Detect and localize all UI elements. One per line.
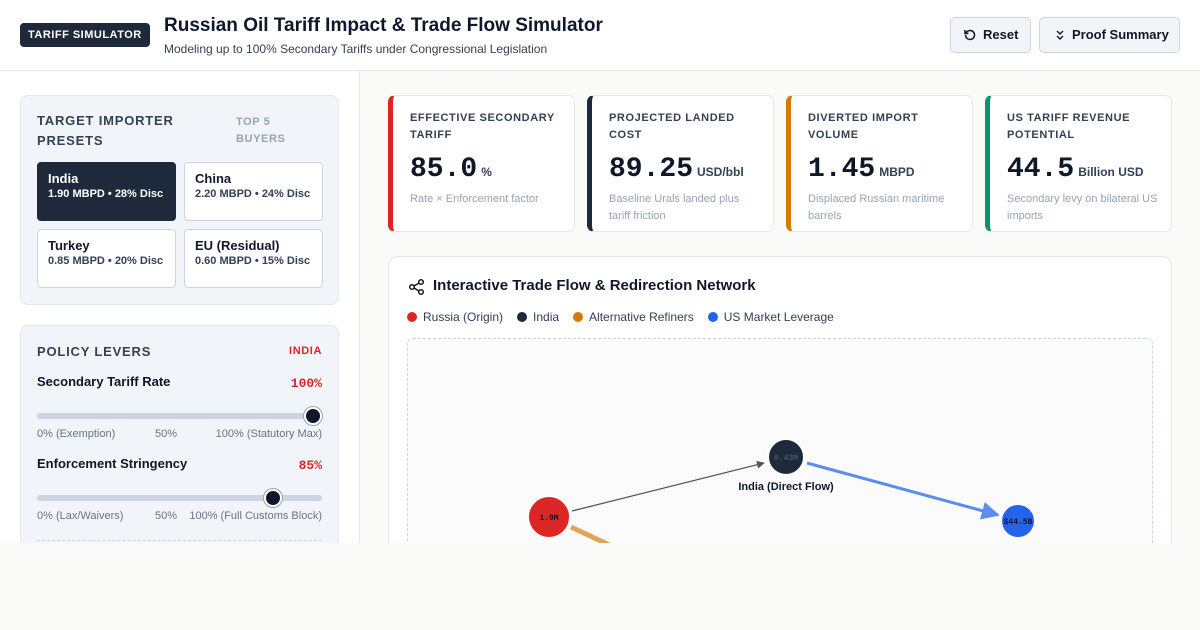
- slider-scale: 100% (Statutory Max): [215, 428, 322, 440]
- kpi-card: EFFECTIVE SECONDARY TARIFF 85.0% Rate × En…: [388, 95, 575, 232]
- slider-scale: 50%: [155, 510, 178, 522]
- header: TARIFF SIMULATOR Russian Oil Tariff Impa…: [0, 0, 1200, 71]
- presets-title: TARGET IMPORTER PRESETS: [37, 113, 174, 148]
- legend-dot: [517, 312, 528, 322]
- kpi-value-row: 1.45 MBPD: [808, 154, 960, 185]
- node[interactable]: [1000, 503, 1036, 539]
- legend-label: Russia (Origin): [423, 310, 504, 324]
- network-card: Interactive Trade Flow & Redirection Net…: [388, 256, 1172, 543]
- edge: [571, 460, 765, 512]
- label: Reset: [983, 27, 1019, 42]
- kpi-note: Baseline Urals landed plus tariff fricti…: [609, 193, 740, 222]
- preset-name: Turkey: [48, 238, 90, 253]
- reset-button[interactable]: Reset: [950, 17, 1031, 53]
- share-icon: [408, 278, 425, 296]
- edge: [569, 524, 612, 543]
- kpi-value: 89.25: [609, 154, 694, 185]
- levers-card: POLICY LEVERS INDIA Secondary Tariff Rat…: [20, 325, 339, 543]
- slider-scale: 100% (Full Customs Block): [189, 510, 322, 522]
- network-canvas: 1.9M Russia (Crude Origin) 0.43M India (Dir…: [407, 338, 1153, 543]
- proof-button[interactable]: Proof Summary: [1039, 17, 1180, 53]
- kpi-note: Displaced Russian maritime barrels: [808, 193, 945, 222]
- kpi-card: DIVERTED IMPORT VOLUME 1.45 MBPD Displaced …: [786, 95, 973, 232]
- kpi-title: US TARIFF REVENUE POTENTIAL: [1007, 112, 1131, 141]
- slider-value: 85%: [298, 458, 322, 473]
- kpi-value-row: 44.5 Billion USD: [1007, 154, 1159, 185]
- kpi-note: Rate × Enforcement factor: [410, 193, 539, 205]
- legend-item: US Market Leverage: [707, 310, 834, 324]
- levers-target: INDIA: [289, 345, 322, 357]
- main: TARGET IMPORTER PRESETS TOP 5 BUYERS Ind…: [0, 71, 1200, 543]
- divider: [37, 540, 322, 541]
- slider-track[interactable]: [37, 413, 322, 419]
- legend-item: Russia (Origin): [407, 310, 503, 324]
- kpi-title: DIVERTED IMPORT VOLUME: [808, 112, 919, 141]
- legend: Russia (Origin) India Alternative Refiners…: [407, 310, 834, 324]
- slider-thumb[interactable]: [304, 407, 322, 425]
- sidebar: TARGET IMPORTER PRESETS TOP 5 BUYERS Ind…: [0, 71, 360, 543]
- subtitle: Modeling up to 100% Secondary Tariffs un…: [164, 42, 548, 56]
- legend-dot: [707, 312, 718, 322]
- kpi-value-row: 85.0%: [410, 154, 562, 185]
- slider-label: Secondary Tariff Rate: [37, 374, 171, 389]
- node[interactable]: [767, 438, 805, 476]
- network-title: Interactive Trade Flow & Redirection Net…: [433, 277, 756, 294]
- kpi-value: 85.0: [410, 154, 478, 185]
- preset-detail: 0.85 MBPD • 20% Disc: [48, 255, 164, 267]
- preset-detail: 2.20 MBPD • 24% Disc: [195, 188, 311, 200]
- title: Russian Oil Tariff Impact & Trade Flow S…: [164, 15, 603, 36]
- preset-button[interactable]: EU (Residual) 0.60 MBPD • 15% Disc: [184, 229, 323, 288]
- kpi-unit: USD/bbl: [697, 165, 744, 179]
- legend-label: India: [533, 310, 560, 324]
- slider-scale: 0% (Lax/Waivers): [37, 510, 124, 522]
- label: Proof Summary: [1072, 27, 1169, 42]
- kpi-card: PROJECTED LANDED COST 89.25 USD/bbl Baselin…: [587, 95, 774, 232]
- preset-detail: 0.60 MBPD • 15% Disc: [195, 255, 311, 267]
- slider-scale: 0% (Exemption): [37, 428, 116, 440]
- content: Interactive Trade Flow & Redirection Net…: [360, 71, 1200, 543]
- slider-value: 100%: [290, 376, 322, 391]
- kpi-value: 44.5: [1007, 154, 1075, 185]
- kpi-unit: %: [481, 165, 492, 179]
- legend-label: Alternative Refiners: [589, 310, 694, 324]
- preset-button[interactable]: India 1.90 MBPD • 28% Disc: [37, 162, 176, 221]
- kpi-unit: MBPD: [879, 165, 915, 179]
- preset-name: India: [48, 171, 79, 186]
- slider-scale: 50%: [155, 428, 178, 440]
- kpi-unit: Billion USD: [1078, 165, 1144, 179]
- levers-title: POLICY LEVERS: [37, 344, 152, 359]
- kpi-title: EFFECTIVE SECONDARY TARIFF: [410, 112, 555, 141]
- kpi-note: Secondary levy on bilateral US imports: [1007, 193, 1158, 222]
- node-label: India (Direct Flow): [738, 481, 834, 493]
- legend-item: Alternative Refiners: [573, 310, 694, 324]
- slider-label: Enforcement Stringency: [37, 456, 188, 471]
- badge: TARIFF SIMULATOR: [20, 23, 150, 47]
- preset-button[interactable]: China 2.20 MBPD • 24% Disc: [184, 162, 323, 221]
- preset-name: China: [195, 171, 232, 186]
- node[interactable]: [527, 495, 571, 539]
- legend-label: US Market Leverage: [723, 310, 834, 324]
- kpi-value: 1.45: [808, 154, 876, 185]
- kpi-card: US TARIFF REVENUE POTENTIAL 44.5 Billion U…: [985, 95, 1172, 232]
- slider-thumb[interactable]: [263, 489, 282, 507]
- legend-dot: [407, 312, 417, 322]
- node-value: 1.9M: [539, 514, 558, 523]
- node-value: 0.43M: [774, 454, 798, 463]
- preset-detail: 1.90 MBPD • 28% Disc: [48, 188, 164, 200]
- presets-card: TARGET IMPORTER PRESETS TOP 5 BUYERS Ind…: [20, 95, 339, 305]
- preset-button[interactable]: Turkey 0.85 MBPD • 20% Disc: [37, 229, 176, 288]
- legend-item: India: [517, 310, 559, 324]
- kpi-value-row: 89.25 USD/bbl: [609, 154, 761, 185]
- edge: [806, 461, 1000, 520]
- presets-tag: TOP 5 BUYERS: [236, 116, 286, 145]
- node-value: $44.5B: [1004, 518, 1033, 527]
- legend-dot: [573, 312, 584, 322]
- slider-track[interactable]: [37, 495, 322, 501]
- preset-name: EU (Residual): [195, 238, 280, 253]
- kpi-title: PROJECTED LANDED COST: [609, 112, 735, 141]
